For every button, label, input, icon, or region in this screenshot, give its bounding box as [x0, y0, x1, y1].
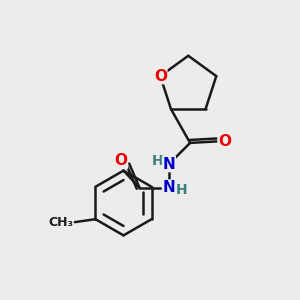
- Text: H: H: [176, 183, 187, 197]
- Text: N: N: [163, 180, 175, 195]
- Text: N: N: [163, 157, 175, 172]
- Text: O: O: [114, 153, 128, 168]
- Text: O: O: [218, 134, 231, 149]
- Text: CH₃: CH₃: [48, 216, 74, 229]
- Text: O: O: [154, 69, 167, 84]
- Text: H: H: [151, 154, 163, 168]
